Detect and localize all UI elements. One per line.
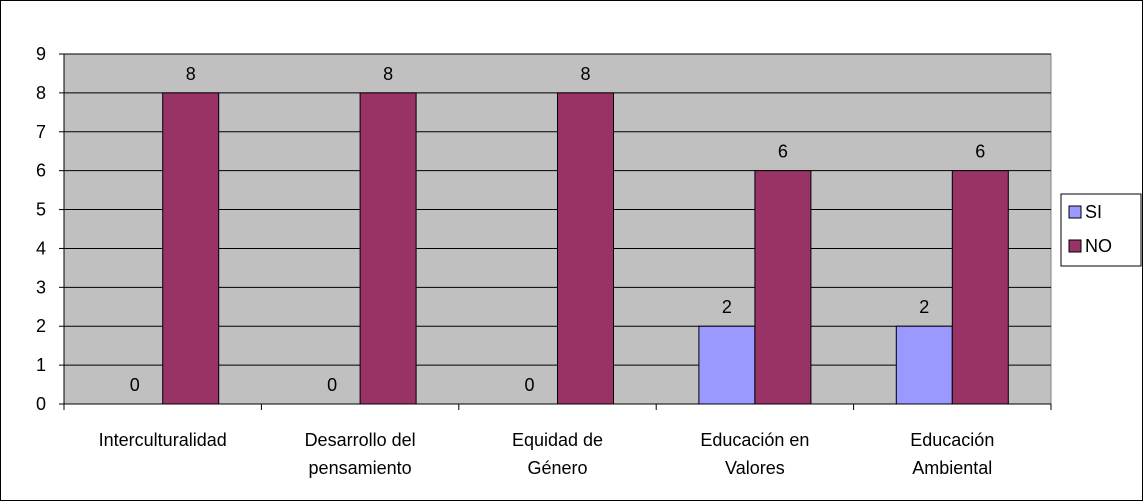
data-label: 8	[580, 64, 590, 84]
category-label: Interculturalidad	[99, 430, 227, 450]
legend-swatch	[1068, 239, 1082, 253]
category-label: Equidad de	[512, 430, 603, 450]
data-label: 8	[186, 64, 196, 84]
category-label: Desarrollo del	[305, 430, 416, 450]
data-label: 2	[722, 297, 732, 317]
data-label: 0	[524, 375, 534, 395]
bar-no	[162, 92, 220, 405]
bars	[162, 92, 1009, 405]
legend-swatch	[1068, 205, 1082, 219]
data-labels: 0 8 0 8 0 8 2 6 2 6	[130, 64, 986, 395]
category-label: Género	[527, 458, 587, 478]
y-tick-label: 3	[36, 277, 46, 297]
data-label: 6	[975, 142, 985, 162]
bar-si	[895, 325, 953, 405]
legend-label: SI	[1085, 202, 1102, 222]
y-tick-label: 1	[36, 355, 46, 375]
category-label: Valores	[725, 458, 785, 478]
category-label: Ambiental	[912, 458, 992, 478]
y-tick-label: 9	[36, 44, 46, 64]
bar-no	[951, 170, 1009, 405]
y-tick-label: 0	[36, 394, 46, 414]
legend-label: NO	[1085, 236, 1112, 256]
axes: 0 1 2 3 4 5 6 7 8 9 Interculturalidad Desarrollo de…	[36, 44, 1052, 478]
bar-no	[557, 92, 614, 405]
category-label: Educación en	[700, 430, 809, 450]
y-tick-label: 4	[36, 238, 46, 258]
category-label: Educación	[910, 430, 994, 450]
y-tick-label: 5	[36, 200, 46, 220]
y-tick-label: 6	[36, 161, 46, 181]
bar-no	[359, 92, 417, 405]
y-tick-label: 7	[36, 122, 46, 142]
data-label: 0	[130, 375, 140, 395]
data-label: 6	[778, 142, 788, 162]
category-label: pensamiento	[309, 458, 412, 478]
data-label: 0	[327, 375, 337, 395]
y-tick-label: 2	[36, 316, 46, 336]
data-label: 8	[383, 64, 393, 84]
y-tick-label: 8	[36, 83, 46, 103]
bar-si	[698, 325, 756, 405]
data-label: 2	[919, 297, 929, 317]
bar-no	[754, 170, 812, 405]
legend: SI NO	[1060, 193, 1142, 267]
